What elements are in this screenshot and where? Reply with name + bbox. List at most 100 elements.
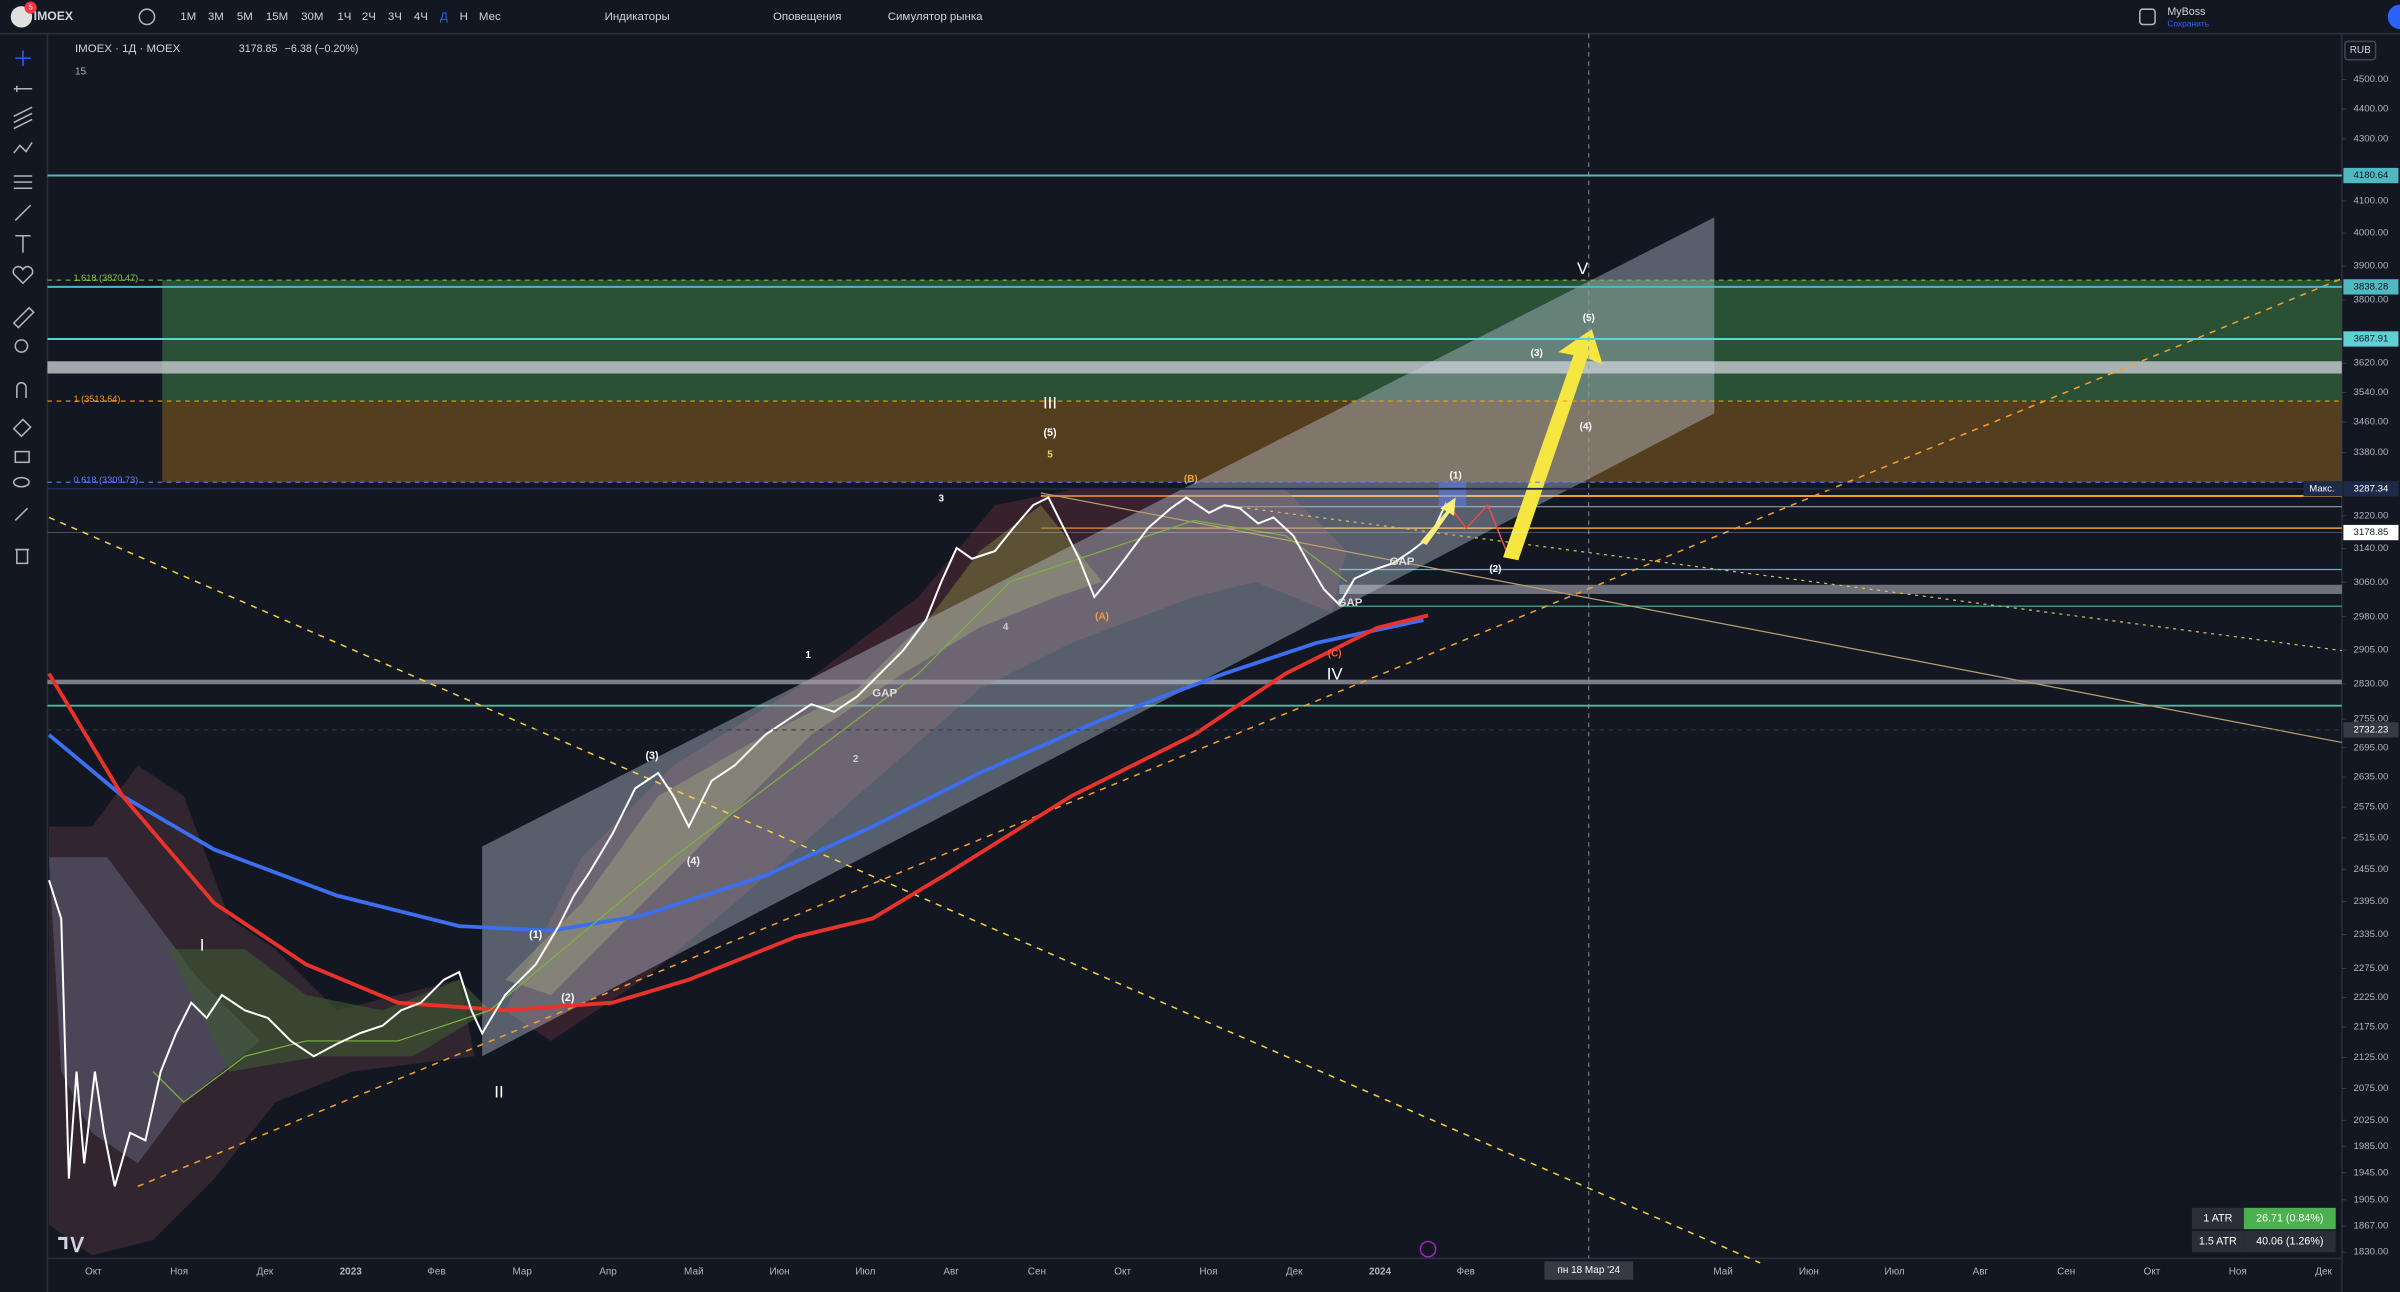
atr-label: 1.5 ATR bbox=[2199, 1235, 2237, 1247]
wave-label: 1 bbox=[805, 650, 811, 661]
alerts-button[interactable]: Оповещения bbox=[773, 11, 841, 23]
price-label-box bbox=[2343, 331, 2399, 347]
favorite-tool[interactable] bbox=[12, 265, 34, 285]
price-tick-label: 1985.00 bbox=[2354, 1141, 2389, 1152]
legend-title: IMOEX · 1Д · MOEX bbox=[75, 43, 181, 55]
crosshair-tool[interactable] bbox=[15, 50, 31, 66]
ruler-tool[interactable] bbox=[12, 306, 35, 329]
price-tick-label: 2335.00 bbox=[2354, 929, 2389, 940]
zoom-tool[interactable] bbox=[14, 339, 29, 353]
time-tick-label: Окт bbox=[2144, 1267, 2161, 1278]
text-tool[interactable] bbox=[15, 234, 31, 253]
currency[interactable]: RUB bbox=[2350, 45, 2371, 56]
tv-logo bbox=[58, 1236, 85, 1253]
price-label-box bbox=[2343, 167, 2399, 184]
fib-tool[interactable] bbox=[13, 175, 33, 190]
interval-button[interactable]: 2Ч bbox=[362, 11, 376, 23]
price-tick-label: 4400.00 bbox=[2354, 103, 2389, 114]
layout-toggle[interactable] bbox=[2139, 8, 2156, 26]
price-tick-label: 3900.00 bbox=[2354, 261, 2389, 272]
price-label-box bbox=[2343, 722, 2399, 738]
price-tick-label: 1905.00 bbox=[2354, 1194, 2389, 1205]
add-symbol[interactable] bbox=[138, 8, 156, 26]
replay-marker bbox=[1419, 1240, 1437, 1258]
price-tick-label: 1830.00 bbox=[2354, 1247, 2389, 1258]
wave-label: (2) bbox=[561, 992, 575, 1004]
price-label-tag: Макс. bbox=[2309, 483, 2334, 494]
interval-button[interactable]: 5M bbox=[237, 11, 253, 23]
wave-label: (2) bbox=[1489, 564, 1501, 575]
price-tick-label: 2980.00 bbox=[2354, 611, 2389, 622]
time-tick-label: Окт bbox=[85, 1267, 102, 1278]
time-tick-label: Окт bbox=[1114, 1267, 1131, 1278]
price-label-box bbox=[2343, 524, 2399, 541]
interval-button[interactable]: 1Ч bbox=[337, 11, 351, 23]
line-tool[interactable] bbox=[13, 85, 33, 92]
trend-line bbox=[48, 516, 1761, 1264]
wave-label: (4) bbox=[687, 856, 701, 868]
currency-box[interactable] bbox=[2344, 40, 2377, 61]
price-tick-label: 2125.00 bbox=[2354, 1052, 2389, 1063]
price-tick-label: 3540.00 bbox=[2354, 387, 2389, 398]
time-tick-label: Сен bbox=[2057, 1267, 2075, 1278]
replay-button[interactable]: Симулятор рынка bbox=[888, 11, 983, 23]
wave-label: III bbox=[1043, 394, 1057, 413]
atr-value: 26.71 (0.84%) bbox=[2256, 1212, 2323, 1224]
wave-label: V bbox=[1577, 259, 1589, 278]
price-label: 2732.23 bbox=[2354, 724, 2389, 735]
lock-tool[interactable] bbox=[14, 450, 30, 464]
interval-button[interactable]: 1M bbox=[180, 11, 196, 23]
interval-button[interactable]: 15M bbox=[266, 11, 288, 23]
channel-tool[interactable] bbox=[13, 106, 33, 130]
interval-button[interactable]: 4Ч bbox=[414, 11, 428, 23]
price-label: 3287.34 bbox=[2354, 483, 2389, 494]
dynamic-layer: 1M 3M 5M 15M 30M 1Ч 2Ч 3Ч 4Ч Д Н Мес 1.618 (3870.47)… bbox=[47, 11, 2399, 1278]
price-tick-label: 3060.00 bbox=[2354, 577, 2389, 588]
time-tick-label: 2023 bbox=[340, 1267, 363, 1278]
magnet-tool[interactable] bbox=[16, 382, 27, 399]
indicators-button[interactable]: Индикаторы bbox=[605, 11, 670, 23]
price-channel bbox=[482, 217, 1715, 1259]
interval-button[interactable]: 30M bbox=[301, 11, 323, 23]
trend-line bbox=[137, 277, 2343, 1188]
price-tick-label: 3460.00 bbox=[2354, 417, 2389, 428]
interval-button[interactable]: 3M bbox=[208, 11, 224, 23]
save-status[interactable]: Сохранить bbox=[2167, 19, 2209, 29]
wave-label: (B) bbox=[1184, 474, 1198, 485]
fib-zone-upper bbox=[162, 280, 2342, 402]
pattern-tool[interactable] bbox=[13, 141, 33, 154]
fib-zone-lower bbox=[162, 401, 2342, 483]
time-tick-label: Авг bbox=[943, 1267, 959, 1278]
drawing-tools[interactable] bbox=[12, 50, 35, 565]
account-name[interactable]: MyBoss bbox=[2167, 6, 2205, 18]
link-tool[interactable] bbox=[14, 507, 29, 522]
lock-draw-tool[interactable] bbox=[12, 418, 32, 438]
price-tick-label: 2515.00 bbox=[2354, 832, 2389, 843]
price-tick-label: 2395.00 bbox=[2354, 896, 2389, 907]
grey-band bbox=[47, 679, 2342, 685]
price-label-box bbox=[2343, 279, 2399, 295]
interval-button[interactable]: Н bbox=[460, 11, 468, 23]
forecast-arrow bbox=[1420, 497, 1456, 545]
visibility-tool[interactable] bbox=[13, 476, 30, 488]
time-tick-label: Мар bbox=[513, 1267, 533, 1278]
symbol[interactable]: IMOEX bbox=[34, 9, 74, 23]
atr-row-bg bbox=[2191, 1207, 2244, 1230]
interval-button[interactable]: 3Ч bbox=[388, 11, 402, 23]
wave-label: (1) bbox=[529, 929, 543, 941]
price-tick-label: 3620.00 bbox=[2354, 358, 2389, 369]
price-tick-label: 1945.00 bbox=[2354, 1167, 2389, 1178]
time-tick-label: Май bbox=[1713, 1267, 1732, 1278]
wave-label: (5) bbox=[1583, 313, 1595, 324]
indicator-count[interactable]: 15 bbox=[75, 67, 87, 78]
time-tick-label: Ноя bbox=[2229, 1267, 2247, 1278]
publish-button[interactable] bbox=[2387, 4, 2400, 30]
interval-button[interactable]: Д bbox=[440, 11, 448, 23]
brush-tool[interactable] bbox=[14, 204, 32, 221]
interval-button[interactable]: Мес bbox=[479, 11, 501, 23]
price-tick-label: 2695.00 bbox=[2354, 742, 2389, 753]
projection bbox=[1445, 501, 1509, 555]
trash-tool[interactable] bbox=[15, 548, 30, 565]
fib-label: 1 (3513.64) bbox=[73, 394, 120, 404]
time-tick-label: Фев bbox=[427, 1267, 445, 1278]
